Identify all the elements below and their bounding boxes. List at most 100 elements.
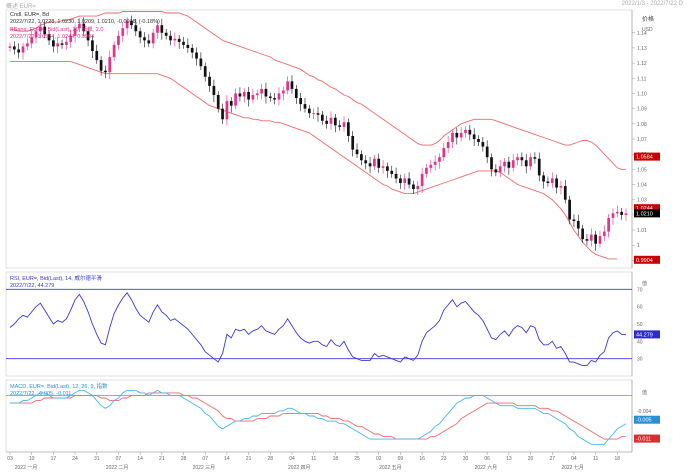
candle [407, 172, 411, 189]
candle-body [60, 43, 64, 45]
x-day-label: 28 [181, 456, 187, 462]
candle [117, 30, 120, 50]
candle [420, 167, 424, 194]
price-axis-title: 价格 [642, 15, 654, 23]
x-day-label: 11 [593, 456, 598, 462]
candle-body [290, 81, 294, 89]
rsi-tick-label: 50 [637, 322, 643, 328]
candle-body [546, 181, 550, 184]
candle-body [190, 47, 194, 53]
candle-body [312, 113, 316, 114]
candle [121, 21, 125, 42]
candle [104, 65, 107, 79]
candle [52, 35, 55, 53]
candle-body [351, 135, 355, 150]
candle [203, 62, 207, 82]
candle-body [164, 32, 168, 36]
candle-body [576, 220, 580, 229]
candle-body [425, 167, 428, 174]
candle [516, 153, 519, 166]
candle [82, 17, 86, 37]
price-marker-label: 1.0584 [636, 155, 653, 161]
candle-body [550, 178, 554, 184]
x-month-label: 2022 六月 [475, 464, 498, 471]
candle-body [173, 38, 177, 41]
candle-body [407, 178, 411, 185]
candle-body [251, 94, 255, 100]
candle [130, 15, 133, 29]
candle [273, 93, 276, 105]
candle-body [8, 46, 12, 48]
candle [386, 162, 389, 178]
candle [268, 92, 272, 102]
candle-body [277, 93, 281, 100]
candle [316, 106, 320, 122]
candle-body [325, 120, 329, 124]
candle-body [56, 43, 60, 47]
candle-body [268, 96, 272, 99]
candle [312, 108, 316, 120]
rsi-tick-label: 60 [637, 305, 643, 311]
candle-body [333, 117, 337, 126]
candle-body [130, 20, 133, 26]
candle [364, 155, 368, 170]
x-day-label: 20 [528, 456, 534, 462]
rsi-legend-line2: 2022/7/22, 44.279 [10, 283, 54, 289]
rsi-panel-frame [5, 271, 633, 377]
candle [394, 167, 398, 184]
price-marker [634, 255, 660, 264]
candle-body [355, 149, 359, 155]
candle-body [477, 139, 480, 143]
candle [611, 208, 615, 225]
candle [86, 27, 90, 47]
candle-body [468, 129, 472, 135]
candle [607, 214, 611, 238]
candle [377, 153, 381, 173]
macd-end-label: -0.005 [636, 418, 652, 424]
candle [485, 140, 489, 164]
candle-body [607, 217, 611, 232]
candle [286, 76, 289, 95]
price-tick-label: 1.13 [637, 46, 647, 52]
candle [242, 88, 246, 103]
macd-panel-frame [5, 379, 633, 453]
candle-body [611, 213, 615, 218]
candle-body [82, 23, 86, 32]
candle-body [529, 157, 532, 167]
candle [307, 104, 311, 119]
x-day-label: 30 [463, 456, 469, 462]
candle-body [221, 108, 224, 120]
candle-body [21, 46, 25, 53]
candle [30, 31, 34, 49]
candle [438, 153, 441, 169]
candle [433, 155, 437, 171]
candle [494, 164, 498, 177]
bband-legend-line2: 2022/7/22, 1.0584, 1.0244, 0.9904 [10, 34, 94, 40]
candle-body [615, 211, 619, 214]
candle-body [121, 28, 125, 36]
candle [472, 128, 476, 146]
macd-legend-line2: 2022/7/22, -0.005, -0.011 [10, 391, 71, 397]
candle [412, 180, 415, 194]
candle [390, 165, 394, 178]
x-day-label: 14 [137, 456, 143, 462]
x-day-label: 17 [51, 456, 57, 462]
price-axis-unit: USD [642, 27, 653, 33]
candle [542, 171, 545, 189]
candle [503, 157, 506, 173]
candle [325, 115, 329, 129]
candle [624, 208, 628, 221]
x-month-label: 2022 一月 [15, 465, 38, 471]
price-marker-label: 0.9904 [636, 258, 653, 264]
candle-body [117, 35, 120, 45]
candle [156, 20, 159, 39]
candle [225, 94, 229, 126]
x-month-label: 2022 二月 [106, 465, 129, 471]
candle-body [390, 170, 394, 174]
candle [151, 28, 155, 49]
price-marker [634, 152, 660, 161]
candle-body [511, 160, 515, 168]
rsi-legend-line1: RSI, EUR=, Bid(Last), 14, 威尔德平滑 [10, 274, 102, 282]
candle-body [125, 20, 129, 29]
candle [108, 50, 112, 80]
